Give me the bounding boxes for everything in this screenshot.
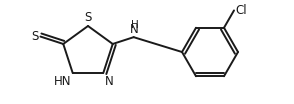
Text: H: H bbox=[131, 20, 138, 30]
Text: N: N bbox=[130, 23, 139, 36]
Text: S: S bbox=[31, 30, 39, 43]
Text: HN: HN bbox=[54, 75, 72, 88]
Text: S: S bbox=[84, 11, 92, 24]
Text: Cl: Cl bbox=[235, 4, 247, 17]
Text: N: N bbox=[105, 75, 114, 88]
